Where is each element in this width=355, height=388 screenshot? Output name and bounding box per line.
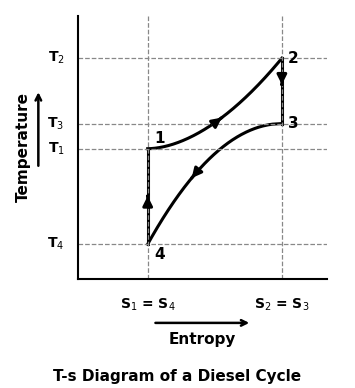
Text: S$_1$ = S$_4$: S$_1$ = S$_4$ <box>120 297 175 314</box>
Text: Temperature: Temperature <box>16 92 31 203</box>
Text: T$_2$: T$_2$ <box>48 50 65 66</box>
Text: 4: 4 <box>154 247 164 262</box>
Text: T$_3$: T$_3$ <box>48 115 65 132</box>
Text: 1: 1 <box>154 131 164 146</box>
Text: T-s Diagram of a Diesel Cycle: T-s Diagram of a Diesel Cycle <box>54 369 301 384</box>
Text: T$_4$: T$_4$ <box>47 236 65 252</box>
Text: Entropy: Entropy <box>169 332 236 347</box>
Text: 2: 2 <box>288 51 299 66</box>
Text: T$_1$: T$_1$ <box>48 140 65 157</box>
Text: S$_2$ = S$_3$: S$_2$ = S$_3$ <box>254 297 310 314</box>
Text: 3: 3 <box>288 116 299 131</box>
